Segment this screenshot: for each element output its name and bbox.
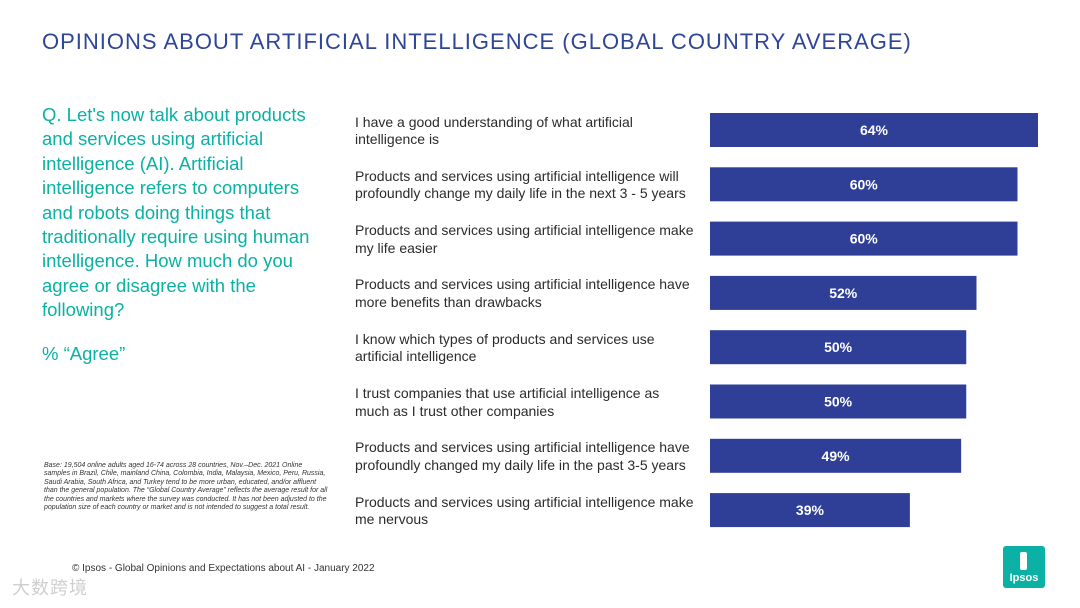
bar-value-label-6: 50% — [824, 394, 853, 410]
ipsos-logo-text: Ipsos — [1009, 572, 1039, 584]
bar-value-label-2: 60% — [850, 176, 879, 192]
bar-value-label-5: 50% — [824, 339, 853, 355]
watermark: 大数跨境 — [12, 578, 88, 598]
footer-copyright: © Ipsos - Global Opinions and Expectatio… — [72, 563, 375, 574]
category-label-6: I trust companies that use artificial in… — [355, 385, 660, 419]
category-label-1: I have a good understanding of what arti… — [355, 113, 633, 148]
bar-value-label-1: 64% — [860, 122, 889, 138]
bar-value-label-3: 60% — [850, 231, 879, 247]
bar-7 — [710, 438, 962, 473]
page-title: OPINIONS ABOUT ARTIFICIAL INTELLIGENCE (… — [42, 29, 912, 54]
bar-4 — [710, 275, 977, 310]
agree-label: % “Agree” — [42, 343, 126, 364]
bar-1 — [710, 113, 1038, 147]
category-label-3: Products and services using artificial i… — [355, 222, 694, 256]
category-label-7: Products and services using artificial i… — [355, 439, 690, 473]
category-label-2: Products and services using artificial i… — [355, 167, 686, 202]
ipsos-logo: Ipsos — [1003, 546, 1045, 588]
bar-value-label-7: 49% — [822, 448, 851, 464]
category-label-8: Products and services using artificial i… — [355, 493, 694, 528]
survey-question: Q. Let's now talk about products and ser… — [42, 104, 310, 321]
bar-value-label-8: 39% — [796, 502, 825, 518]
bar-3 — [710, 221, 1018, 256]
category-label-5: I know which types of products and servi… — [355, 330, 655, 365]
bar-value-label-4: 52% — [829, 285, 858, 301]
category-label-4: Products and services using artificial i… — [355, 276, 690, 310]
bar-8 — [710, 493, 910, 528]
ipsos-logo-mark-icon — [1020, 552, 1027, 570]
bar-5 — [710, 330, 967, 365]
bar-2 — [710, 167, 1018, 202]
base-note: Base: 19,504 online adults aged 16-74 ac… — [44, 462, 328, 512]
bar-6 — [710, 384, 967, 419]
